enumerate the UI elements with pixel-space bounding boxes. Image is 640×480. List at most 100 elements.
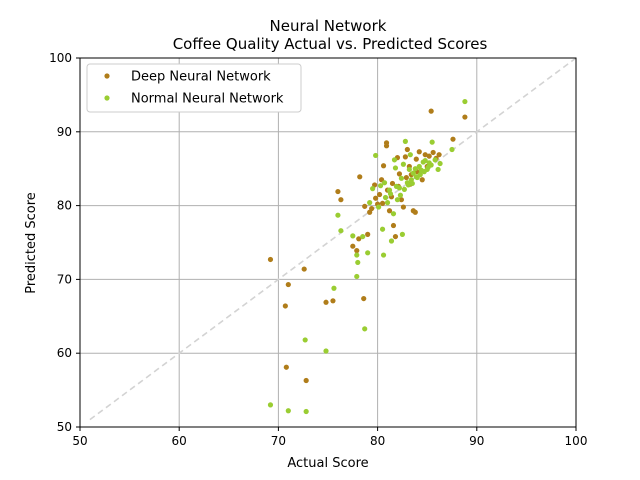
data-point-s1-22	[382, 194, 389, 201]
x-axis-label: Actual Score	[287, 456, 368, 471]
data-point-s0-43	[422, 152, 428, 158]
legend-label-deep: Deep Neural Network	[131, 70, 271, 85]
data-point-s0-45	[426, 153, 432, 159]
data-point-s1-30	[398, 175, 405, 181]
data-point-s0-28	[390, 222, 397, 229]
data-point-s1-34	[406, 166, 412, 173]
data-point-s1-23	[384, 200, 391, 206]
data-point-s1-42	[422, 157, 428, 164]
data-point-s1-64	[391, 157, 398, 163]
data-point-s1-7	[338, 228, 344, 234]
data-point-s0-11	[354, 248, 360, 254]
data-point-s1-65	[407, 152, 413, 158]
data-point-s0-18	[369, 205, 375, 212]
data-point-s1-62	[428, 162, 434, 168]
x-tick-label-1: 60	[172, 434, 187, 448]
reference-line	[89, 57, 577, 421]
y-axis-label: Predicted Score	[24, 192, 39, 294]
data-point-s1-18	[375, 204, 382, 210]
data-point-s1-26	[390, 211, 397, 217]
data-point-s1-32	[402, 138, 408, 144]
data-point-s1-8	[350, 233, 356, 239]
data-point-s0-58	[373, 195, 379, 201]
data-point-s1-45	[429, 139, 435, 145]
data-point-s1-10	[354, 273, 360, 280]
data-point-s0-31	[396, 171, 403, 177]
data-point-s1-13	[362, 326, 368, 332]
data-point-s0-6	[323, 299, 329, 305]
data-point-s0-3	[283, 364, 289, 370]
data-point-s1-4	[323, 348, 329, 354]
chart-title: Neural Network	[270, 17, 387, 35]
data-point-s1-56	[405, 182, 411, 188]
data-point-s1-14	[365, 250, 371, 256]
data-point-s0-12	[356, 236, 362, 242]
grid	[79, 57, 577, 428]
data-point-s1-37	[412, 166, 418, 172]
data-point-s0-0	[267, 256, 274, 263]
data-point-s0-46	[428, 108, 434, 114]
plot-frame	[79, 57, 577, 428]
data-point-s1-27	[392, 165, 399, 171]
data-point-s0-4	[301, 266, 307, 272]
data-point-s1-48	[437, 160, 443, 167]
data-point-s1-20	[379, 226, 386, 232]
data-point-s1-51	[381, 180, 388, 186]
data-point-s1-2	[302, 337, 308, 343]
series-1	[267, 98, 468, 415]
data-point-s0-5	[303, 377, 309, 384]
x-tick-label-4: 90	[469, 434, 484, 448]
data-point-s1-53	[393, 183, 400, 190]
y-tick-label-0: 50	[57, 420, 72, 434]
data-point-s0-34	[402, 154, 408, 160]
data-point-s1-59	[417, 172, 423, 178]
data-point-s1-5	[331, 285, 337, 291]
data-point-s1-57	[409, 180, 415, 187]
data-point-s1-19	[377, 183, 384, 189]
legend: Deep Neural Network Normal Neural Networ…	[86, 63, 302, 113]
data-point-s0-21	[376, 191, 383, 198]
data-point-s0-16	[365, 231, 371, 237]
y-tick-label-4: 90	[57, 125, 72, 139]
data-point-s0-40	[413, 156, 419, 162]
axis-ticks: 50 60 70 80 90 100 50 60 70 80 90 100	[49, 51, 587, 448]
legend-box	[86, 63, 302, 113]
data-point-s0-8	[335, 188, 341, 195]
data-point-s1-15	[367, 200, 373, 206]
data-point-s1-21	[380, 252, 387, 258]
data-point-s0-42	[419, 177, 425, 183]
y-tick-label-2: 70	[57, 272, 72, 286]
data-point-s1-17	[373, 152, 379, 159]
y-tick-label-3: 80	[57, 199, 72, 213]
data-point-s0-29	[392, 233, 399, 240]
data-point-s0-39	[412, 209, 418, 215]
data-point-s0-55	[403, 174, 409, 181]
data-point-s1-16	[370, 186, 376, 192]
data-point-s0-1	[282, 303, 288, 309]
data-point-s0-47	[430, 149, 436, 156]
data-point-s1-12	[360, 233, 366, 240]
data-point-s1-31	[400, 161, 406, 167]
y-tick-label-5: 100	[49, 51, 72, 65]
data-point-s0-9	[338, 197, 344, 203]
legend-label-normal: Normal Neural Network	[131, 92, 284, 107]
data-point-s0-2	[285, 281, 291, 288]
data-point-s0-51	[462, 114, 468, 120]
data-point-s1-49	[449, 146, 455, 153]
data-point-s0-15	[362, 203, 368, 209]
series-0	[267, 108, 468, 384]
x-tick-label-5: 100	[565, 434, 588, 448]
y-tick-label-1: 60	[57, 346, 72, 360]
data-point-s1-36	[410, 170, 416, 176]
data-point-s0-14	[361, 295, 367, 302]
data-point-s0-59	[379, 200, 386, 206]
data-point-s0-53	[389, 180, 396, 187]
data-point-s0-13	[357, 174, 363, 180]
data-point-s0-35	[404, 146, 410, 153]
data-point-s1-52	[387, 191, 394, 197]
data-point-s1-55	[401, 186, 407, 192]
data-point-s1-0	[267, 402, 274, 408]
data-point-s1-54	[397, 192, 404, 198]
data-point-s1-50	[462, 98, 468, 105]
